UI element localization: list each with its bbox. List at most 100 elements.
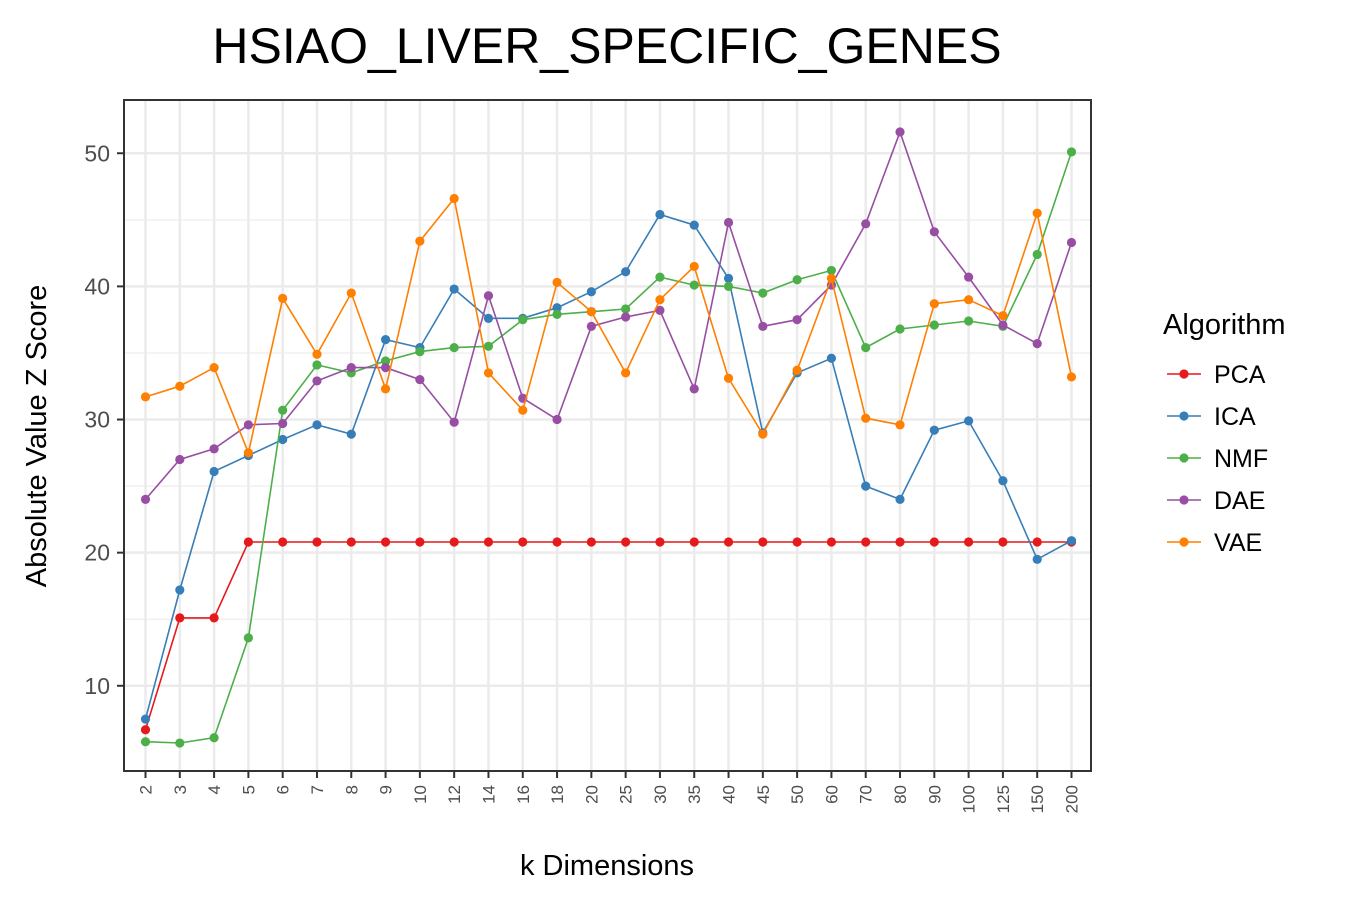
data-point-nmf bbox=[243, 633, 253, 643]
data-point-pca bbox=[689, 537, 699, 547]
y-tick-label: 40 bbox=[84, 273, 110, 299]
series-vae bbox=[140, 193, 1077, 458]
data-point-ica bbox=[380, 335, 391, 345]
data-point-ica bbox=[655, 209, 665, 220]
x-tick-label: 45 bbox=[754, 785, 773, 804]
data-point-pca bbox=[278, 537, 288, 547]
data-point-nmf bbox=[826, 265, 837, 276]
data-point-vae bbox=[140, 392, 151, 402]
data-point-vae bbox=[689, 261, 699, 272]
data-point-dae bbox=[895, 127, 905, 137]
data-point-dae bbox=[758, 321, 768, 331]
data-point-nmf bbox=[380, 356, 391, 366]
data-point-vae bbox=[552, 277, 562, 287]
data-point-nmf bbox=[209, 733, 219, 743]
series-ica bbox=[140, 209, 1077, 724]
data-point-dae bbox=[861, 219, 871, 229]
data-point-ica bbox=[278, 434, 288, 445]
data-point-pca bbox=[483, 537, 494, 547]
data-point-pca bbox=[861, 537, 871, 547]
data-point-ica bbox=[861, 481, 871, 491]
data-point-vae bbox=[1066, 372, 1077, 382]
legend-label: NMF bbox=[1214, 445, 1268, 473]
data-point-vae bbox=[964, 295, 974, 305]
legend-label: DAE bbox=[1214, 487, 1265, 515]
data-point-pca bbox=[346, 537, 356, 547]
data-point-ica bbox=[586, 287, 596, 297]
data-point-dae bbox=[792, 315, 802, 325]
legend-item-nmf: NMF bbox=[1167, 445, 1268, 473]
data-point-pca bbox=[175, 613, 185, 623]
data-point-ica bbox=[998, 476, 1008, 486]
data-point-vae bbox=[243, 448, 253, 458]
data-point-nmf bbox=[689, 280, 699, 290]
data-point-vae bbox=[209, 363, 219, 373]
series-line-pca bbox=[144, 541, 1072, 730]
x-tick-label: 100 bbox=[960, 785, 979, 813]
data-point-nmf bbox=[483, 341, 494, 351]
legend: Algorithm PCA ICA NMF DAE VAE bbox=[1163, 309, 1286, 557]
x-tick-label: 14 bbox=[479, 785, 498, 804]
data-point-dae bbox=[621, 312, 631, 322]
data-point-nmf bbox=[723, 281, 734, 291]
legend-key-point bbox=[1179, 453, 1189, 463]
data-point-nmf bbox=[312, 360, 322, 370]
data-point-pca bbox=[826, 537, 837, 547]
data-point-dae bbox=[689, 384, 699, 394]
data-point-nmf bbox=[758, 288, 768, 298]
data-point-nmf bbox=[792, 275, 802, 285]
legend-label: ICA bbox=[1214, 403, 1256, 431]
x-axis: 2 3 4 5 6 7 8 9 10 12 14 16 18 20 25 30 35 40 45 50 60 70 80 90… bbox=[137, 771, 1082, 813]
data-point-nmf bbox=[964, 316, 974, 326]
data-point-vae bbox=[758, 429, 768, 439]
data-point-vae bbox=[346, 288, 356, 298]
data-point-dae bbox=[415, 374, 425, 385]
x-tick-label: 9 bbox=[377, 785, 396, 794]
legend-title: Algorithm bbox=[1163, 309, 1286, 341]
x-axis-title: k Dimensions bbox=[520, 850, 694, 882]
data-point-vae bbox=[518, 405, 528, 415]
data-point-nmf bbox=[552, 309, 562, 319]
y-tick-label: 20 bbox=[84, 540, 110, 566]
data-point-pca bbox=[380, 537, 391, 547]
data-point-dae bbox=[552, 414, 562, 425]
data-point-nmf bbox=[278, 405, 288, 415]
data-point-pca bbox=[895, 537, 905, 547]
data-point-dae bbox=[175, 454, 185, 465]
data-point-pca bbox=[998, 537, 1008, 547]
x-tick-label: 35 bbox=[685, 785, 704, 804]
data-point-pca bbox=[621, 537, 631, 547]
x-tick-label: 2 bbox=[137, 785, 156, 794]
data-point-dae bbox=[1066, 237, 1077, 248]
data-point-vae bbox=[826, 273, 837, 284]
data-point-nmf bbox=[655, 272, 665, 282]
series-nmf bbox=[140, 147, 1077, 748]
data-point-vae bbox=[895, 420, 905, 430]
legend-label: PCA bbox=[1214, 361, 1266, 389]
data-point-pca bbox=[518, 537, 528, 547]
data-point-pca bbox=[552, 537, 562, 547]
x-tick-label: 3 bbox=[171, 785, 190, 794]
data-point-vae bbox=[861, 413, 871, 423]
data-point-pca bbox=[792, 537, 802, 547]
data-point-pca bbox=[964, 537, 974, 547]
x-tick-label: 4 bbox=[205, 785, 224, 794]
data-point-ica bbox=[346, 429, 356, 439]
data-point-nmf bbox=[518, 315, 528, 325]
data-point-ica bbox=[449, 284, 459, 294]
data-point-vae bbox=[175, 381, 185, 391]
data-point-ica bbox=[483, 313, 494, 323]
legend-key-point bbox=[1179, 537, 1189, 547]
y-tick-label: 50 bbox=[84, 140, 110, 166]
legend-label: VAE bbox=[1214, 529, 1262, 557]
data-point-ica bbox=[552, 303, 562, 313]
x-tick-label: 200 bbox=[1063, 785, 1082, 813]
y-tick-label: 10 bbox=[84, 673, 110, 699]
data-point-vae bbox=[312, 349, 322, 359]
x-tick-label: 7 bbox=[308, 785, 327, 794]
legend-item-pca: PCA bbox=[1167, 361, 1266, 389]
data-point-dae bbox=[586, 321, 596, 331]
data-point-nmf bbox=[415, 347, 425, 357]
data-point-ica bbox=[312, 420, 322, 430]
data-point-pca bbox=[312, 537, 322, 547]
